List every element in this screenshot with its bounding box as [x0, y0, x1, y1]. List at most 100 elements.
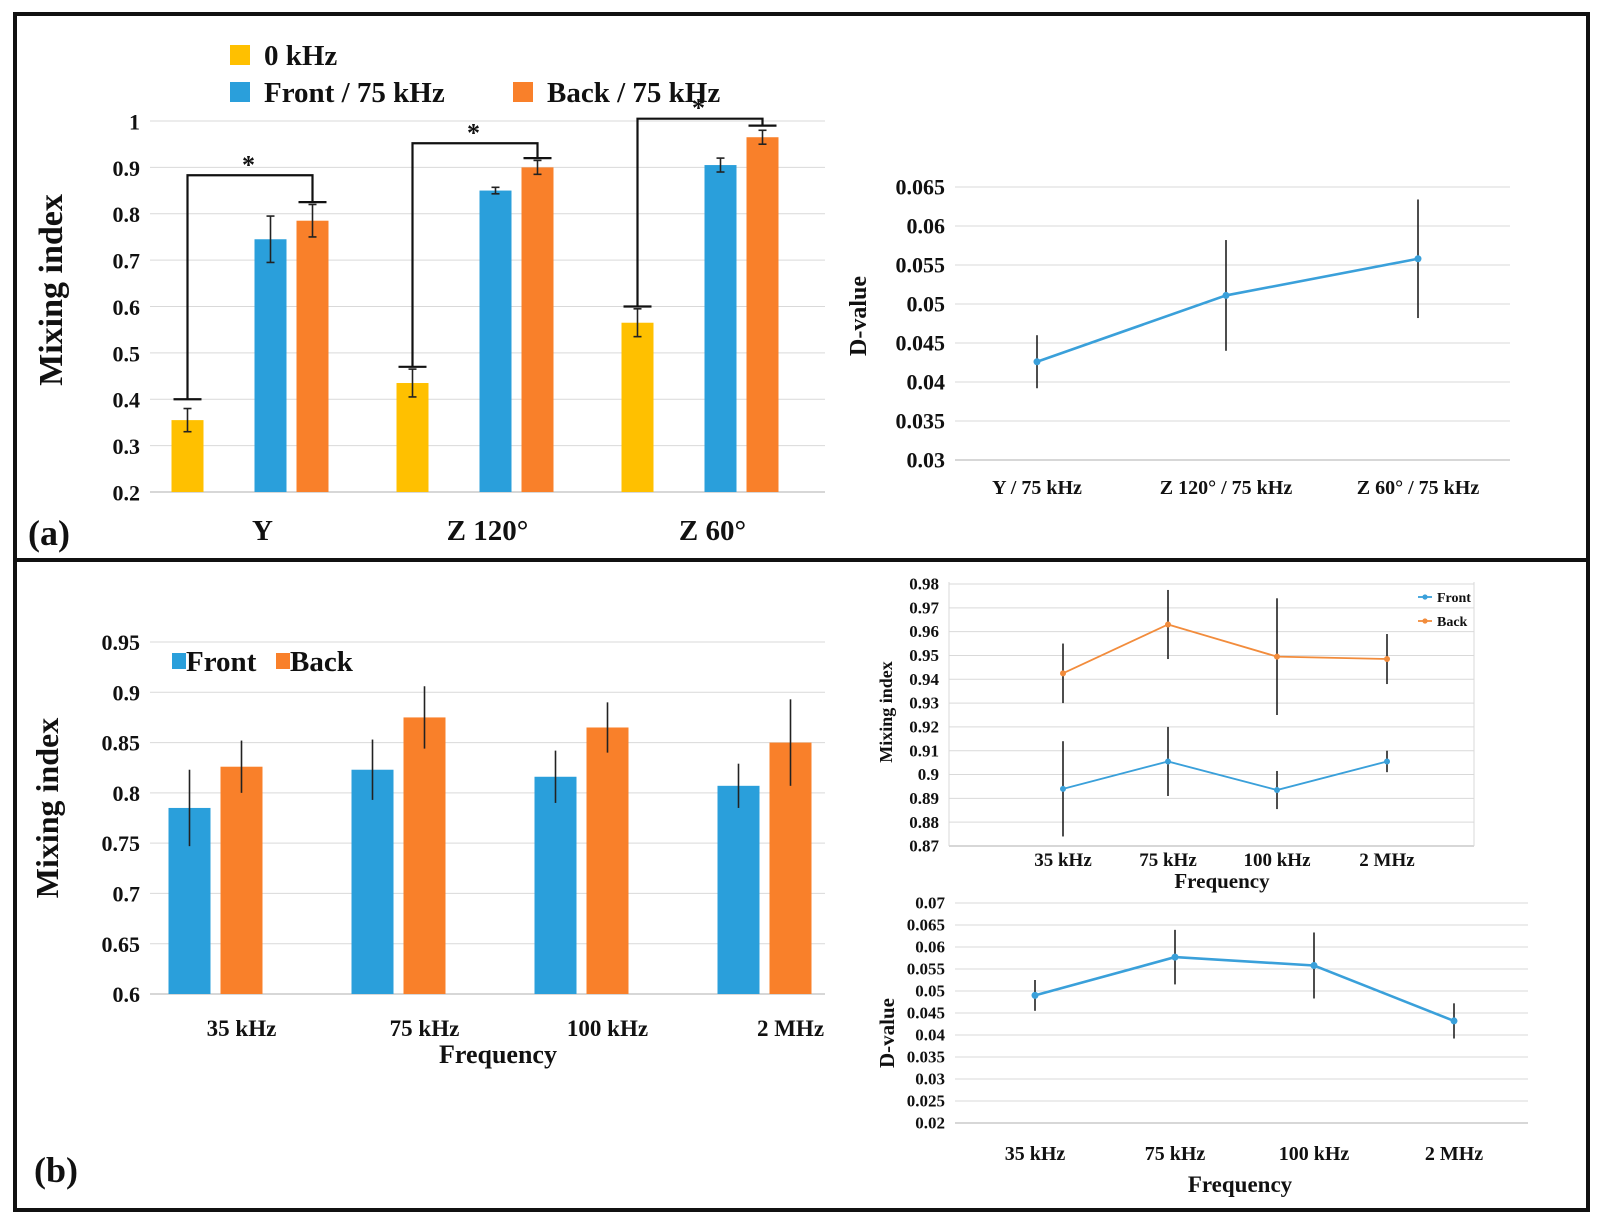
y-tick-label: 0.88 [909, 813, 939, 832]
y-tick-label: 0.87 [909, 837, 939, 856]
data-point-b2-0-3 [1384, 758, 1390, 765]
y-tick-label: 0.75 [102, 831, 141, 856]
data-point-b2-1-2 [1274, 653, 1280, 660]
legend-swatch [513, 82, 533, 102]
x-tick-label: Z 120° / 75 kHz [1160, 477, 1293, 499]
legend-label: Back [1437, 615, 1468, 630]
y-tick-label: 0.6 [113, 295, 141, 320]
data-point-b2-0-1 [1165, 758, 1171, 765]
chart-a1: 0.2 0.3 0.4 0.5 0.6 0.7 0.8 0.9 1 Mixing index Y Z … [33, 40, 825, 547]
bar-b1-1-0 [220, 766, 263, 994]
y-tick-label: 0.7 [113, 881, 141, 906]
y-tick-label: 0.03 [915, 1070, 945, 1089]
y-tick-label: 0.07 [915, 894, 945, 913]
chart-b3: 0.02 0.025 0.03 0.035 0.04 0.045 0.05 0.055 0.06… [875, 894, 1528, 1197]
y-tick-label: 0.6 [113, 982, 141, 1007]
y-tick-label: 0.9 [918, 765, 939, 784]
legend-marker [1422, 594, 1428, 600]
x-tick-label: 75 kHz [390, 1016, 460, 1041]
x-tick-label: Z 60° [679, 515, 746, 547]
y-axis-label: D-value [846, 276, 872, 356]
legend-label: Front [186, 646, 257, 678]
y-axis-label: Mixing index [33, 194, 70, 386]
x-tick-label: 100 kHz [1243, 850, 1311, 871]
data-point-b3-0-0 [1031, 991, 1039, 999]
x-tick-label: 2 MHz [757, 1016, 824, 1041]
y-tick-label: 0.7 [113, 249, 141, 274]
y-axis-label: D-value [875, 998, 899, 1068]
bar-b1-0-2 [534, 776, 577, 994]
y-tick-label: 0.06 [915, 938, 945, 957]
series-line-b2-1 [1062, 623, 1388, 675]
y-tick-label: 0.4 [113, 388, 141, 413]
data-point-a2-0-0 [1033, 358, 1041, 366]
x-tick-label: Z 60° / 75 kHz [1357, 477, 1480, 499]
y-tick-label: 0.9 [113, 680, 141, 705]
legend-marker [1422, 618, 1428, 624]
y-axis-label: Mixing index [29, 718, 65, 898]
y-tick-label: 0.94 [909, 670, 939, 689]
y-tick-label: 0.02 [915, 1114, 945, 1133]
bar-b1-0-3 [717, 785, 760, 994]
y-tick-label: 0.89 [909, 789, 939, 808]
x-axis-label: Frequency [439, 1040, 557, 1069]
x-tick-label: 35 kHz [207, 1016, 277, 1041]
bar-b1-0-1 [351, 769, 394, 994]
bar-a1-1-2 [704, 165, 737, 492]
panel-a-label: (a) [28, 513, 70, 553]
y-tick-label: 0.03 [907, 447, 946, 472]
x-tick-label: 100 kHz [1279, 1143, 1350, 1165]
significance-star: * [692, 94, 705, 123]
data-point-b3-0-1 [1171, 953, 1179, 961]
x-tick-label: Y [252, 515, 273, 547]
y-tick-label: 1 [129, 109, 140, 134]
y-axis-label: Mixing index [876, 661, 896, 763]
legend-swatch [276, 653, 290, 669]
data-point-b3-0-2 [1310, 961, 1318, 969]
y-tick-label: 0.98 [909, 575, 939, 594]
y-tick-label: 0.93 [909, 694, 939, 713]
y-tick-label: 0.95 [102, 630, 141, 655]
y-tick-label: 0.04 [915, 1026, 945, 1045]
y-tick-label: 0.92 [909, 718, 939, 737]
y-tick-label: 0.3 [113, 434, 141, 459]
x-tick-label: 35 kHz [1034, 850, 1092, 871]
chart-a2: 0.03 0.035 0.04 0.045 0.05 0.055 0.06 0.065 D-va… [846, 174, 1510, 499]
significance-bracket [636, 117, 764, 307]
data-point-a2-0-2 [1414, 255, 1422, 263]
data-point-b2-1-1 [1165, 621, 1171, 628]
y-tick-label: 0.025 [907, 1092, 945, 1111]
y-tick-label: 0.2 [113, 480, 141, 505]
y-tick-label: 0.8 [113, 202, 141, 227]
y-tick-label: 0.9 [113, 156, 141, 181]
legend-swatch [230, 82, 250, 102]
bar-a1-0-2 [621, 322, 654, 492]
bar-a1-2-2 [746, 137, 779, 492]
data-point-b2-0-2 [1274, 787, 1280, 794]
y-tick-label: 0.95 [909, 646, 939, 665]
legend-label: Front / 75 kHz [264, 77, 445, 109]
significance-bracket [411, 142, 539, 367]
y-tick-label: 0.035 [907, 1048, 945, 1067]
legend-label: 0 kHz [264, 40, 337, 72]
data-point-b2-1-0 [1060, 670, 1066, 677]
panel-b-frame [13, 558, 1590, 1212]
legend-swatch [172, 653, 186, 669]
y-tick-label: 0.91 [909, 741, 939, 760]
significance-bracket [186, 174, 314, 400]
bar-b1-1-1 [403, 717, 446, 994]
y-tick-label: 0.05 [915, 982, 945, 1001]
series-line-b2-0 [1062, 760, 1388, 791]
y-tick-label: 0.04 [907, 369, 946, 394]
legend-label: Back [290, 646, 354, 678]
x-tick-label: 2 MHz [1425, 1143, 1483, 1165]
y-tick-label: 0.055 [896, 252, 946, 277]
data-point-b2-0-0 [1060, 785, 1066, 792]
bar-a1-2-1 [521, 167, 554, 492]
x-tick-label: 100 kHz [567, 1016, 648, 1041]
x-tick-label: 75 kHz [1145, 1143, 1206, 1165]
y-tick-label: 0.8 [113, 781, 141, 806]
legend-label: Front [1437, 591, 1471, 606]
x-tick-label: 35 kHz [1005, 1143, 1066, 1165]
